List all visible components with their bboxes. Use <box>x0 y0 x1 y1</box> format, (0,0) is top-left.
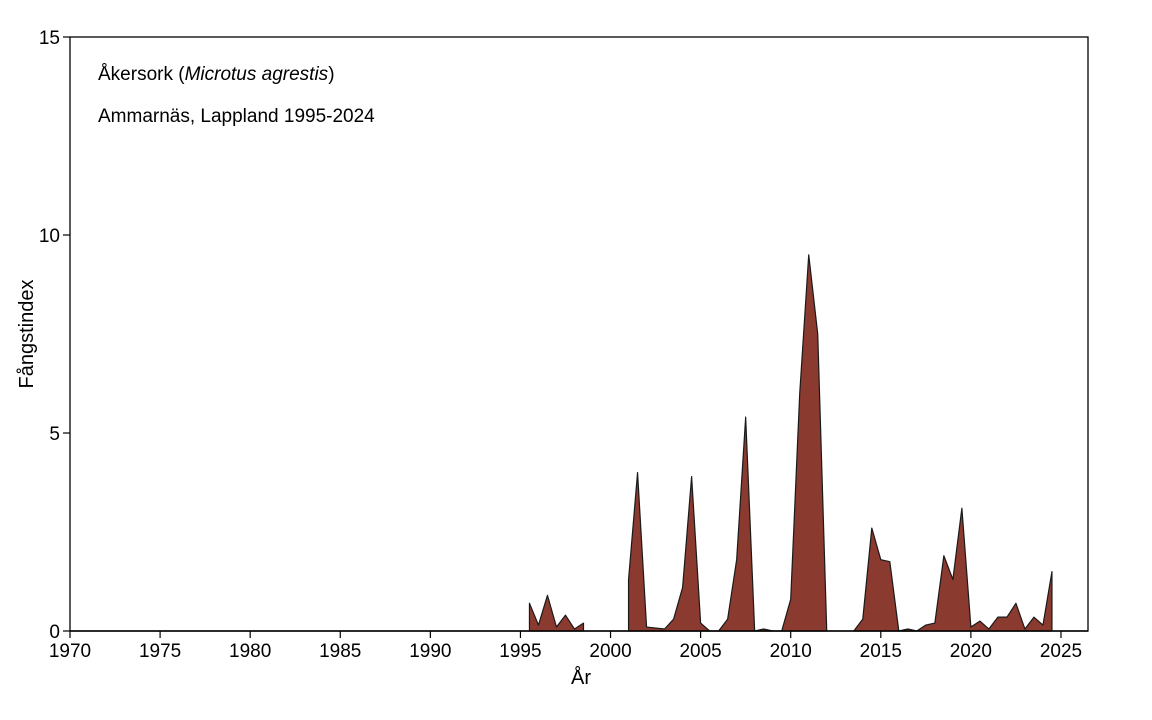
x-tick-label: 2005 <box>679 641 721 662</box>
chart-title: Åkersork (Microtus agrestis) <box>98 64 335 85</box>
y-tick-label: 5 <box>49 424 60 445</box>
y-axis-label: Fångstindex <box>16 280 38 389</box>
title-part-1: Åkersork ( <box>98 64 185 85</box>
x-tick-label: 1970 <box>49 641 91 662</box>
area-series <box>70 254 1088 632</box>
area-segment-3 <box>853 507 1053 632</box>
x-tick-label: 2000 <box>589 641 631 662</box>
title-part-3: ) <box>328 64 334 85</box>
x-tick-label: 1980 <box>229 641 271 662</box>
x-axis-ticks: 1970 1975 1980 1985 1990 1995 2000 2005 2010 2015… <box>49 631 1082 662</box>
y-tick-label: 15 <box>39 28 60 49</box>
y-tick-label: 0 <box>49 622 60 643</box>
x-tick-label: 2025 <box>1040 641 1082 662</box>
y-axis-ticks: 0 5 10 15 <box>39 28 70 643</box>
x-tick-label: 2010 <box>770 641 812 662</box>
x-tick-label: 1990 <box>409 641 451 662</box>
x-axis-label: År <box>571 666 591 689</box>
title-species-italic: Microtus agrestis <box>185 64 329 85</box>
plot-frame <box>69 36 1089 632</box>
x-tick-label: 1985 <box>319 641 361 662</box>
x-tick-label: 1975 <box>139 641 181 662</box>
x-tick-label: 2020 <box>950 641 992 662</box>
x-tick-label: 2015 <box>860 641 902 662</box>
chart-subtitle: Ammarnäs, Lappland 1995-2024 <box>98 106 375 127</box>
y-tick-label: 10 <box>39 226 60 247</box>
area-segment-2 <box>627 254 828 632</box>
area-segment-1 <box>528 594 585 632</box>
x-tick-label: 1995 <box>499 641 541 662</box>
